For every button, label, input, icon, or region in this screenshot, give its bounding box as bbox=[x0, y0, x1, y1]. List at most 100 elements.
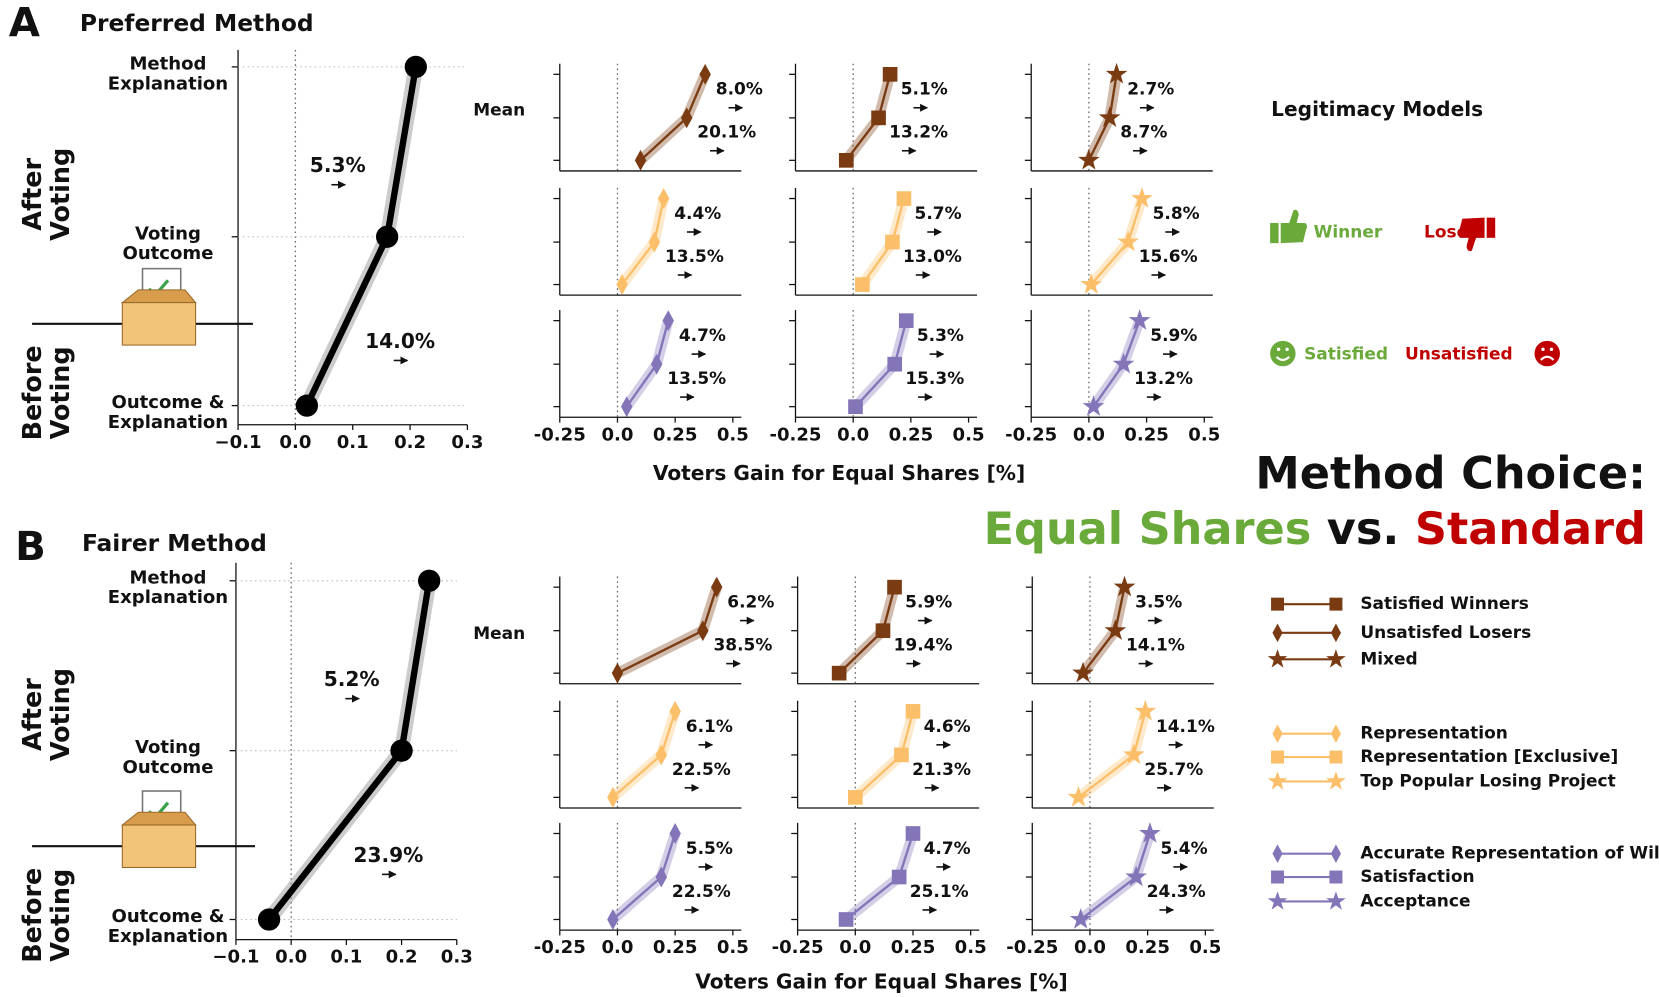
panel-title: Preferred Method bbox=[80, 9, 314, 37]
marker bbox=[882, 66, 898, 82]
annotation: 14.1% bbox=[1126, 636, 1185, 656]
row-label: Mean bbox=[473, 624, 525, 644]
marker bbox=[1082, 395, 1105, 416]
marker bbox=[887, 579, 902, 595]
annotation: 5.5% bbox=[686, 839, 733, 859]
annotation: 24.3% bbox=[1147, 882, 1206, 902]
annotation: 4.7% bbox=[679, 326, 726, 346]
annotation: 8.7% bbox=[1120, 123, 1167, 143]
marker bbox=[1117, 230, 1139, 252]
y-tick-label: Outcome & Explanation bbox=[108, 392, 228, 433]
legend-marker bbox=[1272, 724, 1283, 743]
legend-label: Unsatisfed Losers bbox=[1360, 623, 1531, 643]
x-tick-label: 0.0 bbox=[601, 424, 633, 445]
legend-marker bbox=[1272, 623, 1283, 643]
x-tick-label: 0.0 bbox=[279, 432, 311, 453]
legend-marker bbox=[1330, 844, 1341, 863]
smiley-icon bbox=[1270, 340, 1296, 367]
x-tick-label: 0.25 bbox=[653, 424, 698, 445]
annotation: 14.0% bbox=[365, 329, 435, 353]
legend-marker bbox=[1329, 870, 1343, 884]
vs: vs. bbox=[1327, 503, 1400, 555]
x-tick-label: −0.1 bbox=[215, 432, 262, 453]
phase-label: BeforeVoting bbox=[18, 345, 76, 440]
marker bbox=[885, 234, 900, 250]
legend-unsatisfied: Unsatisfied bbox=[1405, 345, 1513, 365]
annotation: 4.6% bbox=[924, 717, 971, 737]
marker bbox=[611, 662, 624, 684]
marker bbox=[418, 569, 441, 592]
legend-label: Top Popular Losing Project bbox=[1360, 771, 1615, 791]
annotation: 15.3% bbox=[905, 369, 964, 389]
x-tick-label: 0.2 bbox=[386, 947, 418, 968]
annotation: 5.9% bbox=[905, 593, 952, 613]
legend-label: Satisfaction bbox=[1360, 867, 1474, 887]
annotation: 15.6% bbox=[1139, 247, 1198, 267]
phase-label: AfterVoting bbox=[18, 148, 76, 241]
annotation: 23.9% bbox=[353, 843, 423, 867]
marker bbox=[1104, 619, 1127, 640]
legend-winner: Winner bbox=[1314, 223, 1383, 243]
x-tick-label: 0.5 bbox=[953, 424, 985, 445]
marker bbox=[838, 912, 854, 927]
legend-marker bbox=[1326, 649, 1346, 668]
marker bbox=[648, 231, 661, 253]
x-tick-label: 0.0 bbox=[1073, 424, 1105, 445]
row-label: Mean bbox=[473, 100, 525, 120]
panel-letter: A bbox=[9, 0, 41, 46]
marker bbox=[607, 909, 619, 930]
marker bbox=[1078, 148, 1100, 170]
x-tick-label: 0.25 bbox=[1124, 424, 1169, 445]
marker bbox=[855, 277, 870, 292]
y-tick-label: Voting Outcome bbox=[123, 223, 214, 264]
legend-marker bbox=[1271, 870, 1285, 884]
x-tick-label: 0.0 bbox=[1074, 937, 1106, 958]
y-tick-label: Voting Outcome bbox=[123, 737, 214, 778]
marker bbox=[657, 188, 670, 210]
x-tick-label: 0.0 bbox=[839, 937, 871, 958]
marker bbox=[1098, 106, 1121, 128]
x-tick-label: 0.5 bbox=[717, 937, 749, 958]
legend-marker bbox=[1329, 597, 1343, 611]
legend-label: Accurate Representation of Will bbox=[1360, 844, 1660, 864]
marker bbox=[634, 149, 647, 171]
legend-label: Representation bbox=[1360, 724, 1508, 744]
marker bbox=[1125, 865, 1147, 887]
annotation: 5.3% bbox=[917, 326, 964, 346]
marker bbox=[1067, 785, 1090, 807]
marker bbox=[887, 356, 903, 372]
marker bbox=[1112, 352, 1135, 374]
ci-band bbox=[300, 65, 424, 409]
marker bbox=[875, 623, 891, 639]
x-tick-label: 0.25 bbox=[891, 937, 936, 958]
marker bbox=[404, 55, 427, 79]
annotation: 5.7% bbox=[915, 204, 962, 224]
annotation: 6.1% bbox=[686, 717, 733, 737]
marker bbox=[257, 908, 281, 931]
x-axis-label: Voters Gain for Equal Shares [%] bbox=[653, 461, 1025, 485]
ballot-box-icon bbox=[120, 790, 197, 868]
marker bbox=[871, 110, 886, 126]
marker bbox=[650, 353, 663, 375]
y-tick-label: Outcome & Explanation bbox=[108, 906, 228, 947]
x-tick-label: 0.5 bbox=[1189, 937, 1221, 958]
marker bbox=[838, 153, 854, 168]
x-tick-label: -0.25 bbox=[772, 937, 824, 958]
annotation: 13.5% bbox=[667, 369, 726, 389]
y-tick-label: Method Explanation bbox=[108, 53, 228, 94]
marker bbox=[662, 310, 674, 332]
marker bbox=[620, 396, 633, 418]
annotation: 38.5% bbox=[713, 636, 772, 656]
marker bbox=[375, 225, 399, 248]
marker bbox=[1080, 273, 1103, 294]
x-tick-label: 0.5 bbox=[717, 424, 749, 445]
legend-title: Legitimacy Models bbox=[1271, 97, 1483, 121]
marker bbox=[905, 704, 921, 719]
marker bbox=[655, 866, 668, 888]
marker bbox=[1113, 575, 1136, 597]
panel-title: Fairer Method bbox=[82, 529, 267, 557]
marker bbox=[710, 576, 723, 598]
legend-marker bbox=[1267, 771, 1288, 790]
marker bbox=[669, 823, 681, 844]
